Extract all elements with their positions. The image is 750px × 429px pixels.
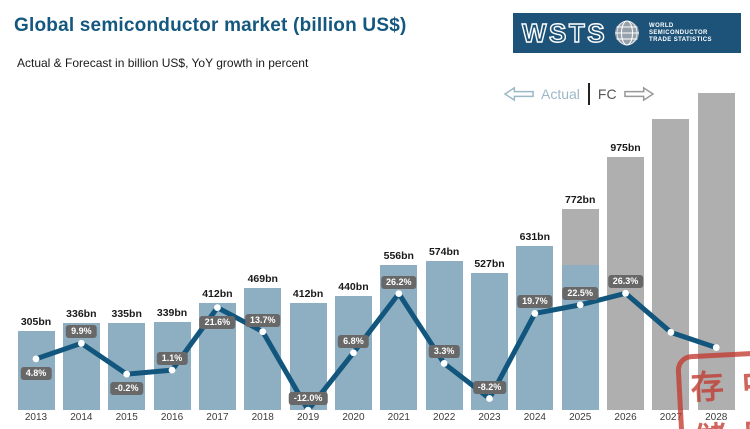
bar-value-label-2021: 556bn bbox=[383, 250, 414, 263]
bar-value-label-2014: 336bn bbox=[66, 307, 97, 320]
logo-caption-line: WORLD bbox=[649, 22, 674, 29]
growth-label-2019: -12.0% bbox=[288, 392, 328, 406]
x-tick-2020: 2020 bbox=[342, 412, 365, 423]
bar-value-label-2024: 631bn bbox=[519, 230, 551, 243]
x-tick-2024: 2024 bbox=[523, 412, 546, 423]
bar-value-label-2026: 975bn bbox=[610, 141, 641, 154]
watermark-char: 國 bbox=[734, 406, 750, 429]
bar-value-label-2017: 412bn bbox=[202, 287, 233, 300]
growth-label-2021: 26.2% bbox=[381, 275, 417, 289]
watermark-char: 儲 bbox=[683, 409, 737, 429]
growth-label-2025: 22.5% bbox=[562, 286, 598, 300]
x-tick-2017: 2017 bbox=[206, 412, 229, 423]
wsts-wordmark-icon: WSTS bbox=[521, 18, 605, 48]
x-tick-2021: 2021 bbox=[387, 412, 410, 423]
bar-value-label-2018: 469bn bbox=[247, 273, 278, 286]
page-subtitle: Actual & Forecast in billion US$, YoY gr… bbox=[17, 56, 309, 70]
growth-label-2022: 3.3% bbox=[428, 345, 460, 359]
bar-value-label-2016: 339bn bbox=[156, 306, 188, 319]
growth-label-2020: 6.8% bbox=[338, 334, 369, 348]
logo-caption-line: SEMICONDUCTOR bbox=[649, 29, 708, 36]
growth-label-2023: -8.2% bbox=[472, 380, 507, 394]
page-title: Global semiconductor market (billion US$… bbox=[14, 15, 407, 36]
growth-label-2013: 4.8% bbox=[20, 366, 52, 380]
bar-value-label-2022: 574bn bbox=[428, 245, 460, 258]
watermark-char: 存 bbox=[689, 366, 725, 408]
legend-actual-label: Actual bbox=[541, 86, 580, 102]
legend-separator bbox=[587, 83, 590, 105]
growth-label-2016: 1.1% bbox=[156, 352, 188, 366]
x-tick-2015: 2015 bbox=[115, 412, 138, 423]
x-tick-2026: 2026 bbox=[614, 412, 637, 423]
logo-caption-line: TRADE STATISTICS bbox=[649, 36, 712, 43]
legend-fc-label: FC bbox=[597, 86, 617, 102]
x-tick-2016: 2016 bbox=[160, 412, 184, 423]
globe-icon bbox=[615, 20, 639, 46]
bar-value-label-2019: 412bn bbox=[292, 287, 324, 300]
fc-arrow-right-icon bbox=[623, 86, 654, 102]
growth-label-2026: 26.3% bbox=[607, 275, 644, 289]
bar-value-label-2013: 305bn bbox=[20, 315, 52, 328]
bar-value-label-2023: 527bn bbox=[474, 257, 505, 270]
growth-label-2018: 13.7% bbox=[244, 313, 281, 327]
x-tick-2018: 2018 bbox=[251, 412, 274, 423]
actual-arrow-left-icon bbox=[504, 86, 534, 102]
x-tick-2025: 2025 bbox=[569, 412, 592, 423]
x-tick-2014: 2014 bbox=[70, 412, 93, 423]
logo-caption: WORLD SEMICONDUCTOR TRADE STATISTICS bbox=[649, 23, 712, 44]
watermark-seal: 存 中 儲 國 bbox=[675, 349, 750, 429]
bar-value-label-2025: 772bn bbox=[565, 194, 596, 207]
growth-label-2015: -0.2% bbox=[109, 382, 144, 396]
x-tick-2013: 2013 bbox=[24, 412, 48, 423]
wsts-logo: WSTS WORLD SEMICONDUCTOR TRADE STATISTIC… bbox=[513, 13, 741, 53]
bar-value-label-2015: 335bn bbox=[111, 307, 142, 320]
svg-text:WSTS: WSTS bbox=[522, 18, 605, 48]
x-tick-2022: 2022 bbox=[433, 412, 456, 423]
x-tick-2028: 2028 bbox=[705, 412, 728, 423]
growth-label-2014: 9.9% bbox=[66, 325, 97, 339]
watermark-char: 中 bbox=[740, 363, 750, 405]
x-tick-2023: 2023 bbox=[478, 412, 501, 423]
x-tick-2027: 2027 bbox=[659, 412, 683, 423]
growth-label-2017: 21.6% bbox=[199, 315, 236, 329]
growth-label-2024: 19.7% bbox=[517, 295, 553, 309]
legend: Actual FC bbox=[504, 83, 654, 105]
x-tick-2019: 2019 bbox=[296, 412, 320, 423]
bar-value-label-2020: 440bn bbox=[338, 280, 369, 293]
